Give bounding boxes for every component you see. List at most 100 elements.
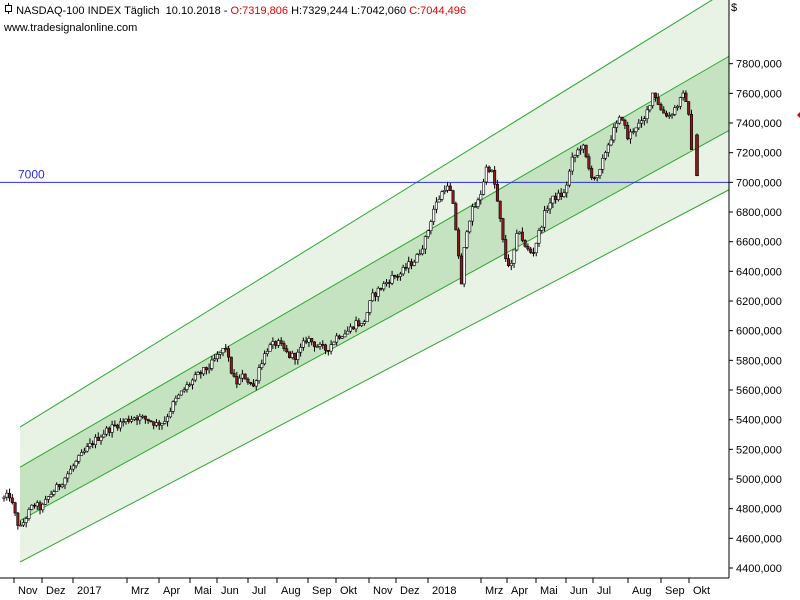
candle-up xyxy=(44,499,48,505)
candle-up xyxy=(110,424,114,433)
x-tick-label: Apr xyxy=(511,585,528,597)
candle-up xyxy=(118,421,122,429)
candle-down xyxy=(232,372,236,377)
candle-up xyxy=(676,105,680,108)
candle-down xyxy=(689,113,693,150)
candle-up xyxy=(418,253,422,256)
candle-down xyxy=(404,267,408,269)
candle-up xyxy=(645,109,649,119)
y-tick-label: 7000,000 xyxy=(736,177,782,189)
channel-upper-inner-line xyxy=(19,55,730,468)
candle-up xyxy=(365,312,369,322)
candle-down xyxy=(13,502,17,514)
candle-up xyxy=(202,367,206,375)
candle-down xyxy=(91,443,95,445)
channel-lower-inner-line xyxy=(19,129,730,521)
candle-down xyxy=(32,504,36,507)
candle-up xyxy=(412,261,416,266)
candle-up xyxy=(567,170,571,186)
candle-down xyxy=(487,166,491,172)
candle-up xyxy=(371,292,375,302)
candle-down xyxy=(107,427,111,433)
candle-down xyxy=(204,367,208,371)
candle-up xyxy=(573,155,577,158)
candle-up xyxy=(446,185,450,191)
y-tick-label: 7800,000 xyxy=(736,59,782,71)
candle-up xyxy=(434,201,438,210)
candle-up xyxy=(670,114,674,116)
candle-down xyxy=(584,144,588,158)
candle-up xyxy=(490,169,494,172)
y-tick-label: 6200,000 xyxy=(736,296,782,308)
candle-up xyxy=(609,139,613,146)
candle-down xyxy=(387,282,391,284)
candle-up xyxy=(473,206,477,208)
candle-down xyxy=(249,381,253,385)
candle-down xyxy=(324,344,328,351)
candle-down xyxy=(626,124,630,140)
candle-up xyxy=(27,509,31,519)
candle-down xyxy=(520,231,524,241)
candle-up xyxy=(548,202,552,210)
y-tick-label: 7600,000 xyxy=(736,88,782,100)
candle-up xyxy=(196,372,200,376)
candle-up xyxy=(601,158,605,170)
candle-up xyxy=(5,492,9,498)
candle-up xyxy=(443,190,447,192)
candle-down xyxy=(623,119,627,126)
open-value: O:7319,806 xyxy=(230,5,289,17)
candle-down xyxy=(285,348,289,353)
x-tick-label: Okt xyxy=(340,585,357,597)
candle-up xyxy=(509,263,513,267)
candle-up xyxy=(74,460,78,467)
candle-up xyxy=(545,208,549,211)
candle-up xyxy=(462,247,466,285)
candlestick-series xyxy=(2,90,699,530)
candle-down xyxy=(559,192,563,197)
candle-up xyxy=(476,199,480,207)
candle-up xyxy=(93,436,97,445)
candle-down xyxy=(251,383,255,387)
candle-up xyxy=(260,363,264,368)
candle-up xyxy=(407,261,411,269)
candle-down xyxy=(504,239,508,260)
candle-down xyxy=(10,497,14,503)
x-tick-label: Nov xyxy=(18,585,38,597)
candle-up xyxy=(185,384,189,390)
y-tick-label: 6600,000 xyxy=(736,237,782,249)
candle-down xyxy=(448,185,452,191)
candle-up xyxy=(681,92,685,98)
candle-up xyxy=(210,359,214,369)
candle-down xyxy=(143,415,147,420)
candle-up xyxy=(163,421,167,424)
candle-up xyxy=(268,344,272,352)
x-tick-label: Aug xyxy=(281,585,301,597)
candle-up xyxy=(423,236,427,250)
candle-up xyxy=(80,452,84,456)
candle-up xyxy=(562,192,566,197)
candle-down xyxy=(229,356,233,374)
candle-up xyxy=(88,443,92,447)
candle-up xyxy=(340,336,344,339)
candle-down xyxy=(523,240,527,247)
candle-up xyxy=(579,148,583,151)
candle-up xyxy=(179,390,183,396)
candle-up xyxy=(299,347,303,353)
x-tick-label: Nov xyxy=(373,585,393,597)
instrument-title: NASDAQ-100 INDEX Täglich xyxy=(16,5,160,17)
last-price-marker xyxy=(797,112,800,118)
candle-down xyxy=(337,335,341,339)
x-tick-label: Okt xyxy=(693,585,710,597)
candle-down xyxy=(653,92,657,98)
chart-bar-icon xyxy=(4,3,16,17)
candle-up xyxy=(46,496,50,500)
candle-up xyxy=(348,326,352,332)
candle-down xyxy=(587,156,591,169)
candle-down xyxy=(409,261,413,266)
candle-up xyxy=(401,267,405,275)
candle-up xyxy=(604,152,608,159)
chart-date: 10.10.2018 xyxy=(165,5,221,17)
candle-down xyxy=(321,343,325,346)
x-tick-label: Jun xyxy=(221,585,239,597)
candle-down xyxy=(451,190,455,204)
